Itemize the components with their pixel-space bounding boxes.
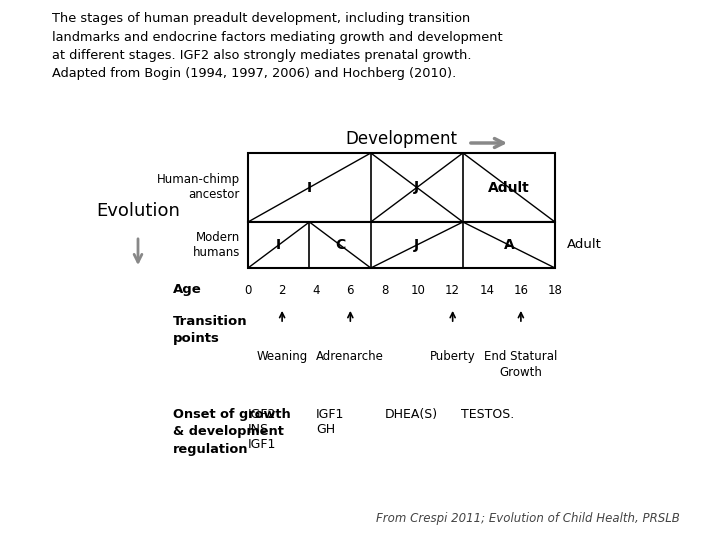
Text: Development: Development — [345, 130, 457, 148]
Text: 4: 4 — [312, 284, 320, 296]
Text: Transition
points: Transition points — [173, 315, 248, 345]
Text: TESTOS.: TESTOS. — [462, 408, 515, 421]
Text: Evolution: Evolution — [96, 202, 180, 220]
Text: 0: 0 — [244, 284, 252, 296]
Text: 8: 8 — [381, 284, 388, 296]
Text: J: J — [414, 180, 420, 194]
Text: IGF1: IGF1 — [316, 408, 345, 421]
Text: 10: 10 — [411, 284, 426, 296]
Text: Adult: Adult — [567, 239, 602, 252]
Text: Modern
humans: Modern humans — [193, 231, 240, 259]
Bar — [248, 153, 555, 222]
Text: IGF1: IGF1 — [248, 438, 276, 451]
Text: I: I — [307, 180, 312, 194]
Text: Onset of growth
& development
regulation: Onset of growth & development regulation — [173, 408, 291, 456]
Text: 6: 6 — [346, 284, 354, 296]
Text: Adult: Adult — [488, 180, 530, 194]
Bar — [248, 222, 555, 268]
Text: Age: Age — [173, 284, 202, 296]
Text: I: I — [276, 238, 282, 252]
Text: C: C — [335, 238, 345, 252]
Text: DHEA(S): DHEA(S) — [384, 408, 438, 421]
Text: 2: 2 — [279, 284, 286, 296]
Text: End Statural
Growth: End Statural Growth — [485, 350, 557, 379]
Text: Adrenarche: Adrenarche — [316, 350, 384, 363]
Text: IGF2: IGF2 — [248, 408, 276, 421]
Text: 12: 12 — [445, 284, 460, 296]
Text: From Crespi 2011; Evolution of Child Health, PRSLB: From Crespi 2011; Evolution of Child Hea… — [377, 512, 680, 525]
Text: J: J — [414, 238, 420, 252]
Text: 16: 16 — [513, 284, 528, 296]
Text: Weaning: Weaning — [256, 350, 307, 363]
Text: 14: 14 — [480, 284, 494, 296]
Text: INS: INS — [248, 423, 269, 436]
Text: Human-chimp
ancestor: Human-chimp ancestor — [157, 173, 240, 201]
Text: 18: 18 — [548, 284, 562, 296]
Text: The stages of human preadult development, including transition
landmarks and end: The stages of human preadult development… — [52, 12, 503, 80]
Text: GH: GH — [316, 423, 336, 436]
Text: Puberty: Puberty — [430, 350, 475, 363]
Text: A: A — [503, 238, 514, 252]
